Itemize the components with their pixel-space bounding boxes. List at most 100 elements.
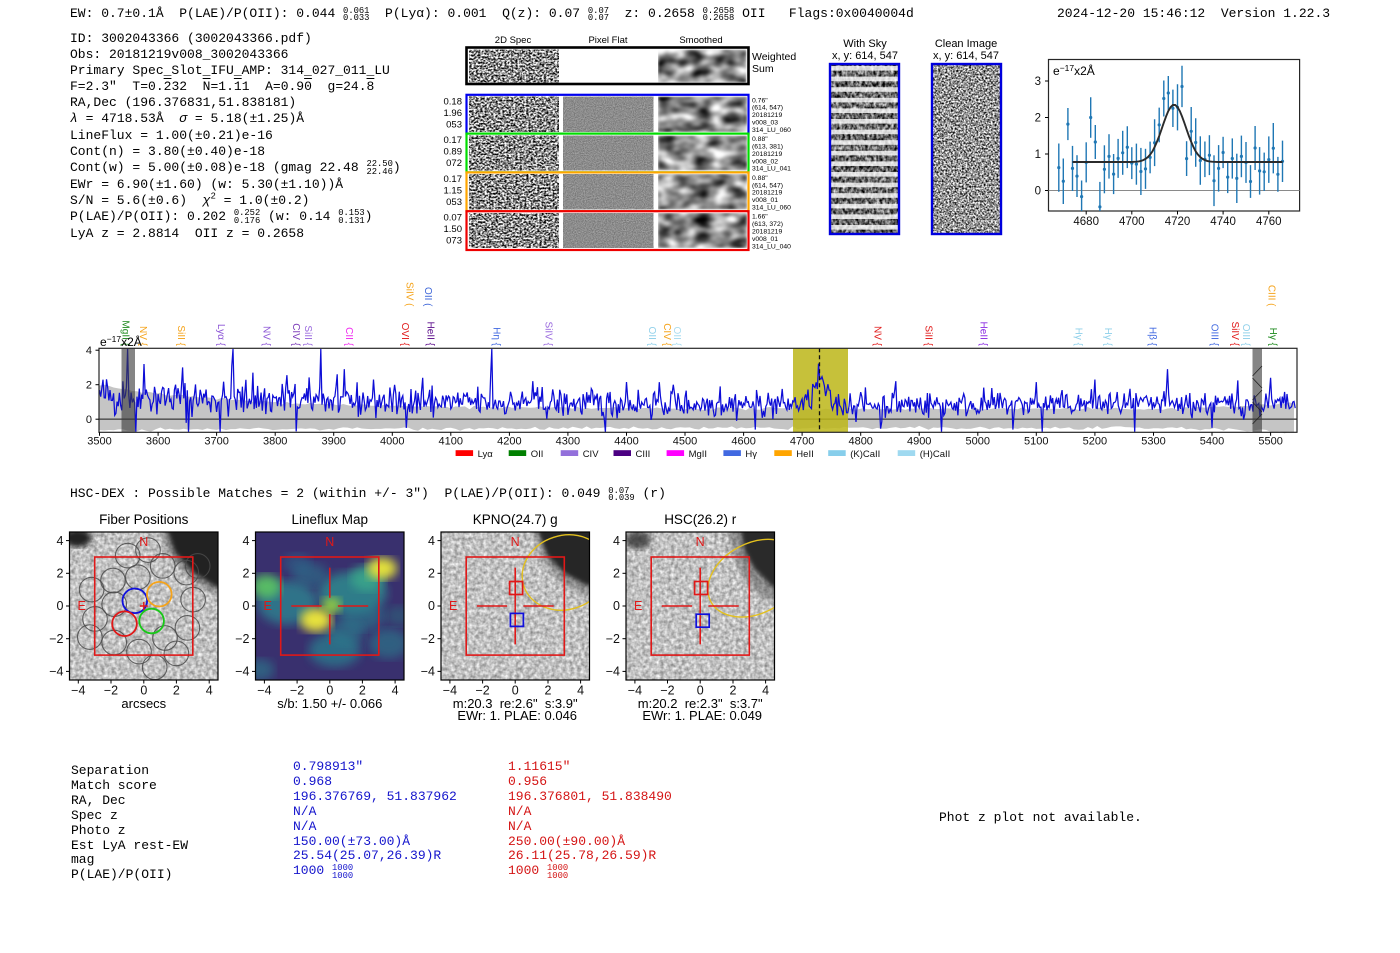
svg-text:SiIV (: SiIV ( <box>404 282 415 307</box>
svg-text:072: 072 <box>446 158 462 169</box>
svg-text:−4: −4 <box>235 665 249 679</box>
svg-text:CII {: CII { <box>343 327 354 347</box>
svg-text:N: N <box>325 535 334 549</box>
svg-text:4720: 4720 <box>1165 216 1191 228</box>
svg-text:3: 3 <box>1035 76 1041 88</box>
svg-text:5200: 5200 <box>1083 436 1107 448</box>
svg-text:2: 2 <box>428 567 435 581</box>
svg-text:s/b: 1.50 +/- 0.066: s/b: 1.50 +/- 0.066 <box>277 696 382 711</box>
svg-text:MgII: MgII <box>689 449 707 460</box>
svg-text:20181219: 20181219 <box>752 112 782 119</box>
svg-text:314_LU_060: 314_LU_060 <box>752 127 791 134</box>
svg-text:CIII (: CIII ( <box>1266 285 1277 307</box>
svg-text:CIV: CIV <box>583 449 600 460</box>
svg-text:N: N <box>696 535 705 549</box>
svg-text:0: 0 <box>86 414 92 426</box>
svg-text:Hη {: Hη { <box>491 327 502 347</box>
svg-text:314_LU_041: 314_LU_041 <box>752 166 791 173</box>
svg-text:Clean Image: Clean Image <box>935 38 997 50</box>
svg-text:SiII {: SiII { <box>175 325 186 346</box>
svg-text:SiII {: SiII { <box>302 325 313 346</box>
svg-text:0.17: 0.17 <box>444 135 463 146</box>
svg-text:OII (: OII ( <box>422 287 433 307</box>
svg-text:KPNO(24.7) g: KPNO(24.7) g <box>473 512 558 527</box>
svg-text:m:20.3 re:2.6" s:3.9": m:20.3 re:2.6" s:3.9" <box>453 696 578 711</box>
svg-text:CIII: CIII <box>636 449 651 460</box>
svg-text:4740: 4740 <box>1210 216 1236 228</box>
svg-text:4000: 4000 <box>380 436 404 448</box>
svg-text:2: 2 <box>359 684 366 698</box>
svg-text:e−17x2Å: e−17x2Å <box>100 334 142 349</box>
svg-text:E: E <box>634 599 642 613</box>
svg-text:4900: 4900 <box>907 436 931 448</box>
svg-text:Lyα {: Lyα { <box>215 324 226 347</box>
svg-text:053: 053 <box>446 119 462 130</box>
svg-text:Hγ {: Hγ { <box>1102 328 1113 347</box>
svg-text:−2: −2 <box>290 684 304 698</box>
svg-text:OVI {: OVI { <box>399 323 410 347</box>
svg-text:0: 0 <box>326 684 333 698</box>
svg-text:4: 4 <box>577 684 584 698</box>
svg-text:4100: 4100 <box>439 436 463 448</box>
svg-text:2: 2 <box>57 567 64 581</box>
svg-text:SiIV {: SiIV { <box>543 322 554 347</box>
svg-text:2: 2 <box>730 684 737 698</box>
svg-text:−4: −4 <box>606 665 620 679</box>
svg-text:−2: −2 <box>421 632 435 646</box>
svg-text:3600: 3600 <box>146 436 170 448</box>
svg-text:(614, 547): (614, 547) <box>752 182 783 189</box>
svg-text:(K)CaII: (K)CaII <box>850 449 880 460</box>
svg-text:1.15: 1.15 <box>444 185 463 196</box>
svg-text:arcsecs: arcsecs <box>121 696 166 711</box>
svg-text:0.17: 0.17 <box>444 174 463 185</box>
svg-text:v008_03: v008_03 <box>752 120 778 127</box>
svg-text:0.88": 0.88" <box>752 136 768 143</box>
svg-text:1.50: 1.50 <box>444 224 463 235</box>
svg-text:4800: 4800 <box>848 436 872 448</box>
svg-text:1.66": 1.66" <box>752 214 768 221</box>
svg-text:4600: 4600 <box>731 436 755 448</box>
svg-text:5100: 5100 <box>1024 436 1048 448</box>
svg-text:−2: −2 <box>235 632 249 646</box>
svg-text:4: 4 <box>86 345 92 357</box>
svg-text:x, y: 614, 547: x, y: 614, 547 <box>832 50 898 62</box>
svg-text:EWr: 1. PLAE: 0.046: EWr: 1. PLAE: 0.046 <box>457 708 577 723</box>
svg-text:4: 4 <box>57 534 64 548</box>
svg-text:x, y: 614, 547: x, y: 614, 547 <box>933 50 999 62</box>
svg-text:−2: −2 <box>49 632 63 646</box>
svg-text:(614, 547): (614, 547) <box>752 105 783 112</box>
svg-text:CIV {: CIV { <box>290 323 301 346</box>
svg-text:−2: −2 <box>660 684 674 698</box>
svg-text:(613, 372): (613, 372) <box>752 221 783 228</box>
svg-text:4: 4 <box>613 534 620 548</box>
svg-text:5400: 5400 <box>1200 436 1224 448</box>
svg-text:0: 0 <box>243 599 250 613</box>
svg-text:−4: −4 <box>257 684 271 698</box>
svg-text:314_LU_040: 314_LU_040 <box>752 243 791 250</box>
svg-text:Lyα: Lyα <box>478 449 494 460</box>
svg-text:0: 0 <box>613 599 620 613</box>
svg-text:−2: −2 <box>475 684 489 698</box>
svg-text:4500: 4500 <box>673 436 697 448</box>
svg-text:053: 053 <box>446 197 462 208</box>
svg-text:0: 0 <box>57 599 64 613</box>
svg-text:20181219: 20181219 <box>752 151 782 158</box>
svg-text:(H)CaII: (H)CaII <box>920 449 951 460</box>
svg-text:−4: −4 <box>443 684 457 698</box>
svg-text:−4: −4 <box>421 665 435 679</box>
svg-text:NV {: NV { <box>872 326 883 347</box>
svg-text:2: 2 <box>613 567 620 581</box>
svg-text:MgII {: MgII { <box>120 320 131 346</box>
svg-text:−4: −4 <box>49 665 63 679</box>
svg-text:0: 0 <box>140 684 147 698</box>
svg-text:4: 4 <box>762 684 769 698</box>
svg-text:E: E <box>449 599 457 613</box>
svg-text:Weighted: Weighted <box>752 51 796 63</box>
svg-text:With Sky: With Sky <box>843 38 887 50</box>
svg-text:NV {: NV { <box>137 326 148 347</box>
svg-text:2: 2 <box>243 567 250 581</box>
svg-text:4: 4 <box>243 534 250 548</box>
svg-text:0: 0 <box>512 684 519 698</box>
svg-text:OIII {: OIII { <box>1209 324 1220 347</box>
svg-text:Hγ {: Hγ { <box>1267 328 1278 347</box>
